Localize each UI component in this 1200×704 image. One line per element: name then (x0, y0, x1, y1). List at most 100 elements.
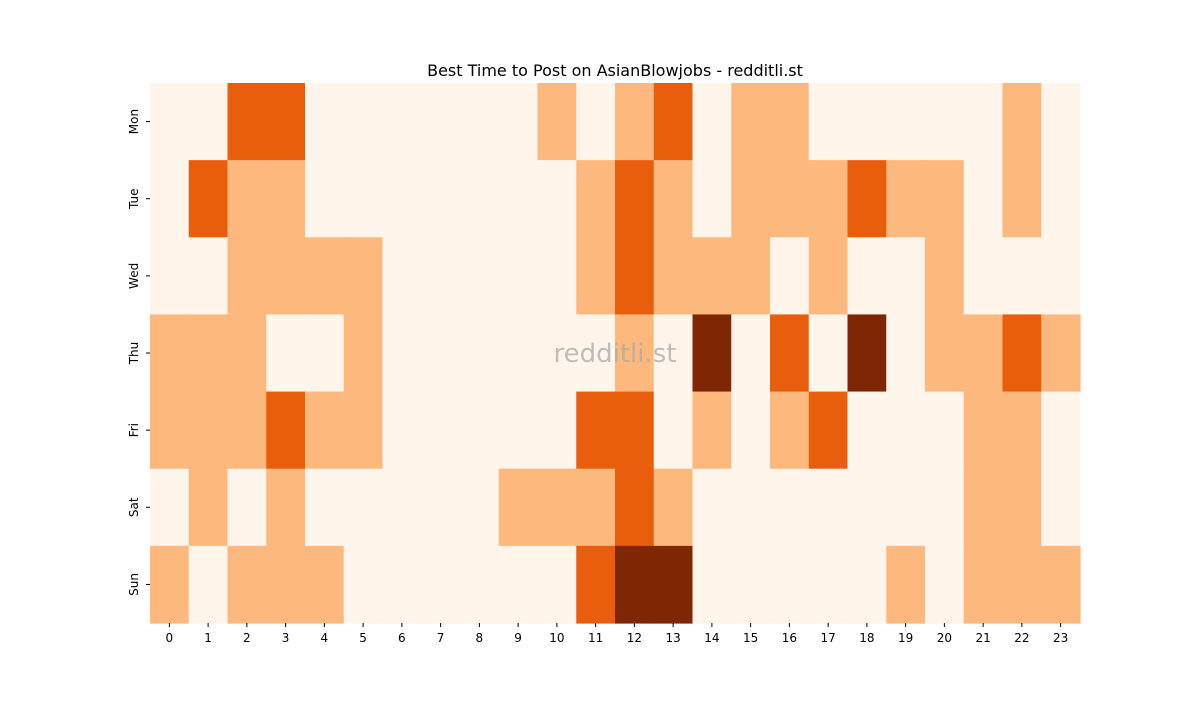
heatmap-cell-thu-2 (227, 314, 267, 393)
heatmap-cell-wed-16 (770, 237, 810, 316)
heatmap-cell-wed-14 (692, 237, 732, 316)
x-tick-label-14: 14 (704, 631, 719, 645)
x-tick-label-23: 23 (1053, 631, 1068, 645)
heatmap-cell-fri-5 (343, 391, 384, 470)
heatmap-cell-thu-15 (731, 314, 771, 393)
y-tick-label-fri: Fri (127, 423, 141, 437)
heatmap-cell-wed-12 (615, 237, 655, 316)
heatmap-cell-thu-11 (576, 314, 616, 393)
heatmap-cell-thu-13 (653, 314, 694, 393)
heatmap-cell-thu-1 (188, 314, 229, 393)
heatmap-cell-tue-2 (227, 160, 267, 238)
x-tick-label-6: 6 (398, 631, 406, 645)
heatmap-cell-sun-20 (925, 545, 965, 624)
heatmap-cell-tue-13 (653, 160, 694, 238)
heatmap-cell-fri-1 (188, 391, 229, 470)
y-tick-label-wed: Wed (127, 263, 141, 289)
heatmap-cell-wed-7 (421, 237, 461, 316)
heatmap-cell-sun-23 (1041, 545, 1081, 624)
heatmap-cell-fri-9 (498, 391, 539, 470)
x-tick-label-16: 16 (782, 631, 797, 645)
x-tick-label-20: 20 (937, 631, 952, 645)
heatmap-cell-thu-12 (615, 314, 655, 393)
heatmap-cell-sun-14 (692, 545, 732, 624)
heatmap-cell-wed-13 (653, 237, 694, 316)
heatmap-cell-thu-16 (770, 314, 810, 393)
heatmap-cell-tue-10 (537, 160, 577, 238)
heatmap-cell-sat-7 (421, 468, 461, 547)
heatmap-cell-sat-6 (382, 468, 422, 547)
heatmap-cell-sat-2 (227, 468, 267, 547)
heatmap-cell-fri-2 (227, 391, 267, 470)
heatmap-cell-sun-0 (150, 545, 190, 624)
heatmap-cell-mon-13 (653, 83, 694, 161)
heatmap-cell-thu-18 (847, 314, 887, 393)
heatmap-cell-sat-8 (460, 468, 500, 547)
heatmap-cell-mon-9 (498, 83, 539, 161)
heatmap-cell-wed-3 (266, 237, 306, 316)
heatmap-cell-wed-21 (963, 237, 1004, 316)
heatmap-cells (150, 83, 1081, 624)
heatmap-cell-tue-23 (1041, 160, 1081, 238)
y-tick-label-thu: Thu (127, 342, 141, 366)
heatmap-cell-wed-2 (227, 237, 267, 316)
heatmap-cell-tue-4 (305, 160, 345, 238)
heatmap-cell-mon-7 (421, 83, 461, 161)
heatmap-cell-mon-5 (343, 83, 384, 161)
heatmap-cell-thu-9 (498, 314, 539, 393)
heatmap-cell-mon-16 (770, 83, 810, 161)
heatmap-cell-tue-7 (421, 160, 461, 238)
heatmap-cell-fri-19 (886, 391, 926, 470)
heatmap-cell-wed-1 (188, 237, 229, 316)
heatmap-cell-sun-15 (731, 545, 771, 624)
heatmap-cell-wed-11 (576, 237, 616, 316)
heatmap-cell-sat-16 (770, 468, 810, 547)
x-tick-label-5: 5 (359, 631, 367, 645)
heatmap-cell-sun-17 (808, 545, 849, 624)
heatmap-cell-sat-17 (808, 468, 849, 547)
heatmap-cell-thu-22 (1002, 314, 1042, 393)
heatmap-cell-tue-3 (266, 160, 306, 238)
heatmap-cell-fri-15 (731, 391, 771, 470)
heatmap-cell-tue-16 (770, 160, 810, 238)
heatmap-cell-sat-14 (692, 468, 732, 547)
heatmap-cell-wed-5 (343, 237, 384, 316)
chart-title: Best Time to Post on AsianBlowjobs - red… (427, 61, 803, 80)
heatmap-cell-fri-0 (150, 391, 190, 470)
heatmap-cell-sun-2 (227, 545, 267, 624)
heatmap-cell-tue-9 (498, 160, 539, 238)
heatmap-cell-mon-2 (227, 83, 267, 161)
x-tick-label-22: 22 (1014, 631, 1029, 645)
heatmap-cell-sun-16 (770, 545, 810, 624)
heatmap-cell-sat-19 (886, 468, 926, 547)
x-tick-label-1: 1 (204, 631, 212, 645)
heatmap-cell-tue-6 (382, 160, 422, 238)
heatmap-cell-mon-21 (963, 83, 1004, 161)
heatmap-cell-wed-23 (1041, 237, 1081, 316)
heatmap-cell-wed-10 (537, 237, 577, 316)
heatmap-cell-thu-10 (537, 314, 577, 393)
heatmap-cell-fri-23 (1041, 391, 1081, 470)
heatmap-cell-sat-10 (537, 468, 577, 547)
x-tick-label-10: 10 (549, 631, 564, 645)
heatmap-cell-thu-19 (886, 314, 926, 393)
heatmap-cell-mon-17 (808, 83, 849, 161)
x-axis: 0 1 2 3 4 5 6 7 8 9 10 11 12 13 14 15 16 17 18 19 20 21 22 23 (166, 623, 1068, 645)
x-tick-label-2: 2 (243, 631, 251, 645)
heatmap-cell-mon-15 (731, 83, 771, 161)
heatmap-cell-sun-7 (421, 545, 461, 624)
x-tick-label-21: 21 (975, 631, 990, 645)
heatmap-cell-sat-0 (150, 468, 190, 547)
x-tick-label-7: 7 (437, 631, 445, 645)
heatmap-cell-wed-18 (847, 237, 887, 316)
heatmap-cell-sun-19 (886, 545, 926, 624)
heatmap-cell-mon-19 (886, 83, 926, 161)
heatmap-cell-tue-5 (343, 160, 384, 238)
y-tick-label-mon: Mon (127, 109, 141, 134)
heatmap-cell-fri-17 (808, 391, 849, 470)
heatmap-cell-thu-5 (343, 314, 384, 393)
heatmap-cell-sat-18 (847, 468, 887, 547)
heatmap-cell-fri-18 (847, 391, 887, 470)
x-tick-label-8: 8 (476, 631, 484, 645)
heatmap-cell-sun-11 (576, 545, 616, 624)
